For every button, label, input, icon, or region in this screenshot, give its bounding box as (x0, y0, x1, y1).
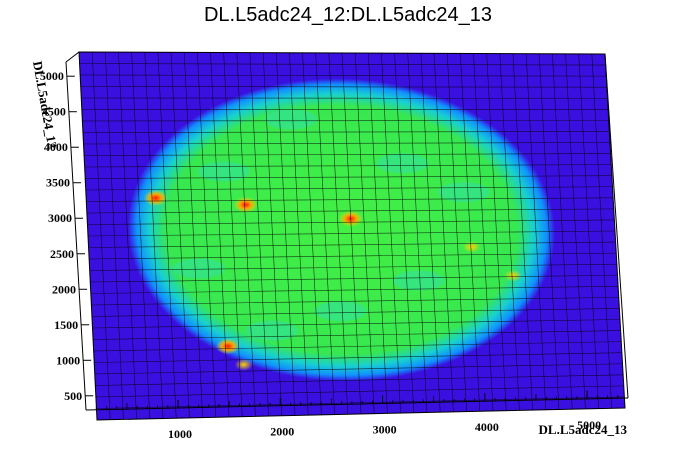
x-tick-label: 1000 (168, 427, 192, 441)
grid-line-horizontal (82, 131, 610, 133)
y-tick-label: 500 (64, 389, 82, 403)
side-edge-right (604, 53, 629, 399)
grid-line-horizontal (91, 297, 619, 306)
y-tick-label: 1500 (54, 318, 78, 332)
grid-line-horizontal (93, 330, 621, 340)
y-tick-label: 4500 (42, 105, 66, 119)
grid-line-horizontal (96, 407, 625, 420)
cyan-patch (392, 270, 445, 291)
grid-line-horizontal (93, 341, 622, 352)
grid-line-horizontal (84, 153, 611, 156)
y-tick-label: 2500 (50, 247, 74, 261)
grid-line-horizontal (94, 363, 623, 375)
grid-line-horizontal (89, 252, 617, 260)
hotspot (233, 196, 258, 213)
grid-line-horizontal (92, 319, 621, 329)
chart-title: DL.L5adc24_12:DL.L5adc24_13 (203, 4, 493, 26)
grid-line-horizontal (83, 142, 611, 145)
grid-line-horizontal (96, 396, 625, 409)
grid-line-horizontal (89, 263, 617, 271)
cyan-patch (264, 109, 317, 130)
x-tick-label: 4000 (475, 420, 499, 434)
grid-line-horizontal (80, 86, 607, 88)
y-tick-label: 3000 (48, 211, 72, 225)
y-tick-label: 3500 (46, 176, 70, 190)
grid-line-horizontal (95, 374, 624, 386)
cyan-patch (376, 153, 429, 174)
grid-line-horizontal (85, 175, 612, 179)
cyan-patch (437, 182, 490, 203)
grid-line-horizontal (90, 286, 619, 294)
hotspot (462, 240, 481, 253)
hotspot (503, 269, 522, 282)
x-tick-label: 2000 (270, 425, 294, 439)
grid-line-horizontal (87, 230, 616, 237)
grid-line-horizontal (80, 74, 607, 77)
hotspot (215, 338, 240, 355)
side-edge-top (65, 51, 80, 63)
grid-line-horizontal (90, 274, 618, 283)
hotspot (234, 358, 253, 371)
x-tick-label: 5000 (577, 418, 601, 432)
x-axis-line (85, 397, 629, 411)
cyan-patch (314, 301, 367, 322)
x-tick-label: 3000 (373, 422, 397, 436)
grid-line-horizontal (84, 164, 612, 168)
grid-line-horizontal (94, 352, 622, 363)
cyan-patch (173, 258, 226, 279)
grid-line-horizontal (85, 186, 613, 191)
hotspot (143, 189, 168, 206)
x-axis-label: DL.L5adc24_13 (539, 422, 628, 437)
grid-line-horizontal (86, 197, 614, 202)
y-axis-line (65, 61, 87, 411)
y-tick-label: 5000 (40, 69, 64, 83)
grid-line-horizontal (91, 308, 620, 317)
grid-line-horizontal (88, 241, 616, 248)
y-tick-label: 2000 (52, 282, 76, 296)
grid-line-horizontal (86, 208, 614, 214)
grid-line-horizontal (82, 120, 609, 122)
y-tick-label: 1000 (56, 353, 80, 367)
cyan-patch (245, 320, 298, 341)
grid-line-horizontal (87, 219, 615, 225)
grid-line-horizontal (95, 385, 624, 398)
y-tick-label: 4000 (44, 140, 68, 154)
cyan-patch (197, 161, 250, 182)
grid-line-horizontal (79, 63, 606, 66)
